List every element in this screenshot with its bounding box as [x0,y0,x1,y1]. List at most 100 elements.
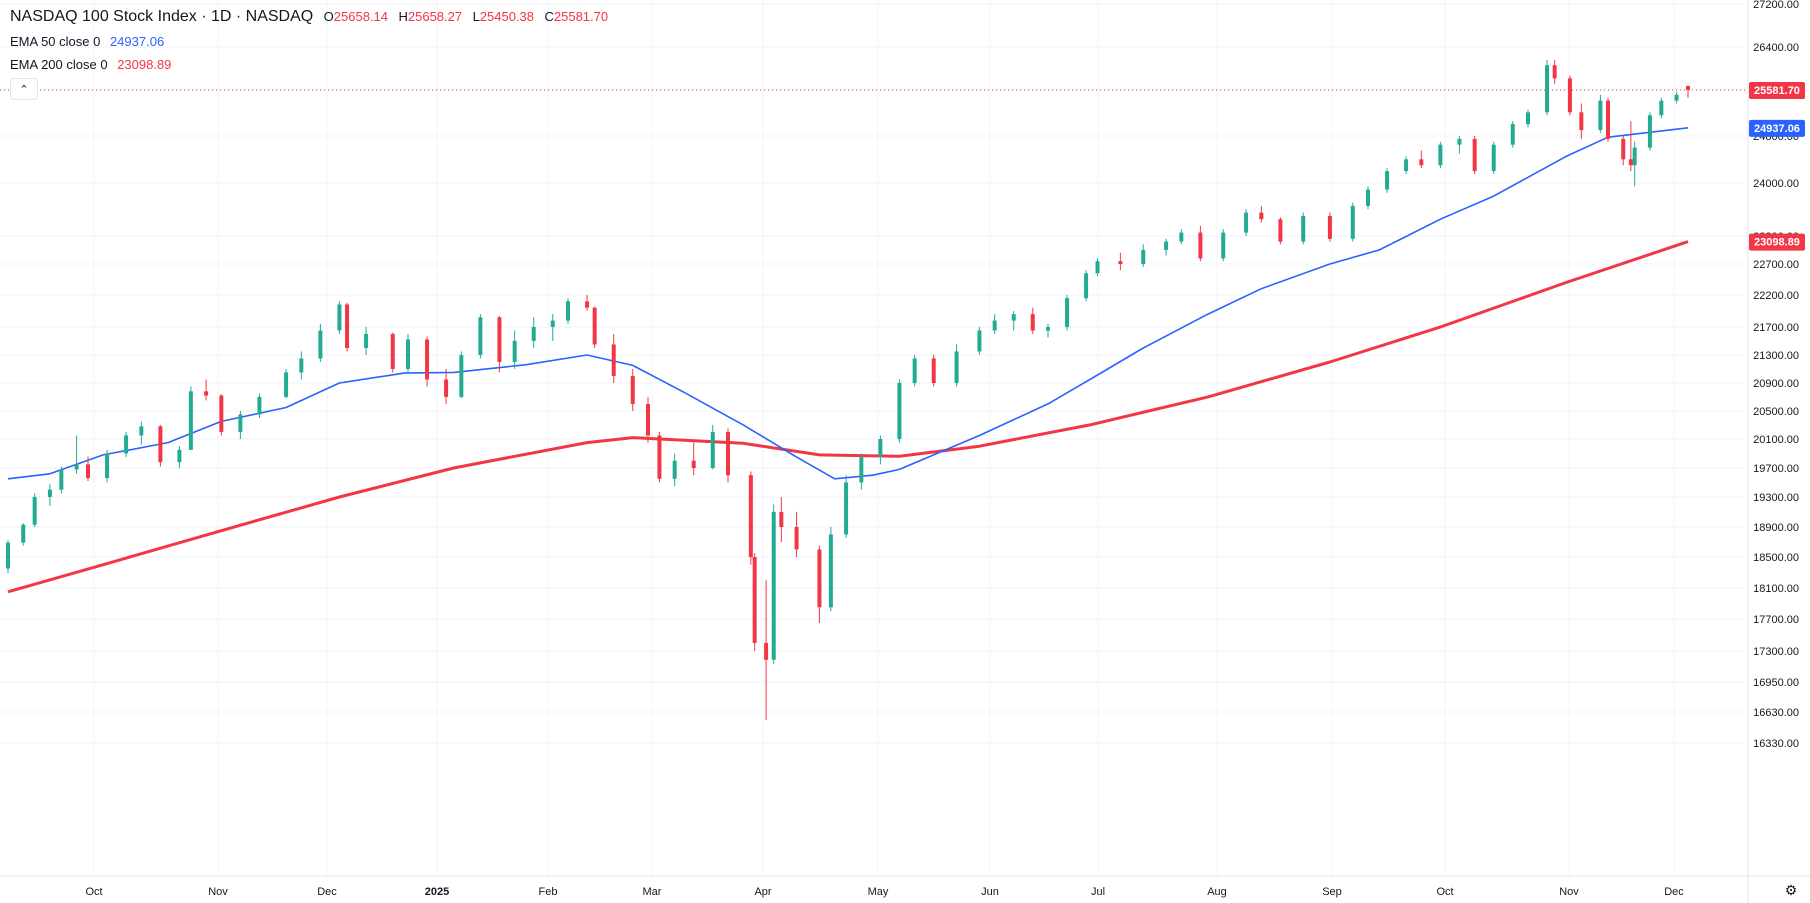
price-tick-label: 19300.00 [1753,492,1799,504]
candle [710,424,715,470]
candle [752,553,757,651]
candle [1046,323,1050,338]
candle [844,475,849,539]
candle [691,442,696,476]
candle-body [794,527,799,550]
candle [726,428,730,483]
candle [337,301,342,334]
time-tick-label: Apr [754,886,771,898]
last-price-badge-text: 25581.70 [1754,85,1800,97]
legend-collapse-button[interactable]: ⌃ [10,78,38,100]
candle [1510,121,1515,148]
candle-body [1327,215,1332,239]
candle-body [59,469,64,490]
price-tick-label: 18500.00 [1753,552,1799,564]
candle [318,323,323,362]
candle [139,421,144,445]
candle [459,351,464,399]
candle-body [710,431,715,468]
candle [592,306,597,348]
candle-body [630,375,635,404]
symbol-title[interactable]: NASDAQ 100 Stock Index · 1D · NASDAQ [10,8,314,25]
candle-body [748,475,753,557]
candle [1179,229,1184,245]
candle [897,379,902,443]
candle-body [105,453,110,479]
candle [1404,156,1409,175]
candle-body [1598,100,1603,131]
candle-body [1141,249,1146,264]
candle [299,351,304,380]
candle [931,355,936,387]
candle [531,317,536,348]
candle-body [672,460,677,479]
ema200-price-badge-text: 23098.89 [1754,237,1800,249]
candle-body [406,339,410,369]
candle [47,483,52,506]
candle-body [1366,189,1370,206]
time-tick-label: Feb [539,886,558,898]
close-value: 25581.70 [553,9,609,24]
candle-body [1164,241,1169,250]
chart-legend: NASDAQ 100 Stock Index · 1D · NASDAQ O25… [10,6,608,76]
price-tick-label: 19700.00 [1753,463,1799,475]
candle [585,295,590,311]
candle-body [771,511,776,660]
candle-body [1404,159,1409,172]
price-tick-label: 16630.00 [1753,707,1799,719]
price-tick-label: 20900.00 [1753,378,1799,390]
candle [74,435,79,474]
candle [611,333,616,383]
candle-body [158,426,163,463]
candle [779,497,784,542]
candle [1084,270,1089,302]
candle-body [1545,65,1550,113]
candle [630,368,635,411]
candle [1278,217,1283,245]
close-key: C [544,9,554,24]
chevron-up-icon: ⌃ [19,83,29,96]
candle-body [177,449,182,463]
candle [1118,252,1123,271]
time-tick-label: Dec [1664,886,1684,898]
candle-body [726,431,730,476]
candle-body [1510,124,1515,145]
candle [992,314,997,334]
ema200-price-badge-background [1749,233,1805,251]
candle [158,424,163,467]
candle [1598,94,1603,134]
candle [1385,168,1390,193]
candle [1419,150,1424,169]
ema50-legend-row[interactable]: EMA 50 close 0 24937.06 [10,30,608,53]
candle-body [1065,298,1070,327]
time-tick-label: Jul [1091,886,1105,898]
price-tick-label: 16330.00 [1753,738,1799,750]
candle-body [86,464,90,479]
time-tick-label: Nov [1559,886,1579,898]
candle-body [1472,138,1477,172]
high-value: 25658.27 [407,9,463,24]
ema200-legend-row[interactable]: EMA 200 close 0 23098.89 [10,53,608,76]
candle [219,394,224,436]
ema200-label: EMA 200 close 0 [10,57,108,72]
ema50-label: EMA 50 close 0 [10,34,101,49]
candle-body [345,304,350,348]
candle-body [124,435,129,454]
candle-body [47,489,52,497]
candle [1632,141,1637,187]
candle-body [977,330,982,352]
chart-settings-button[interactable]: ⚙ [1782,881,1800,899]
candle-body [1621,138,1626,160]
candle [364,327,369,355]
candle [912,355,917,387]
price-tick-label: 18100.00 [1753,583,1799,595]
candle-body [817,549,822,608]
candle-body [1526,112,1530,125]
candle-body [657,435,662,479]
candle [345,302,350,352]
candle [497,316,502,373]
candle-body [1259,212,1264,220]
candle-body [219,395,224,432]
